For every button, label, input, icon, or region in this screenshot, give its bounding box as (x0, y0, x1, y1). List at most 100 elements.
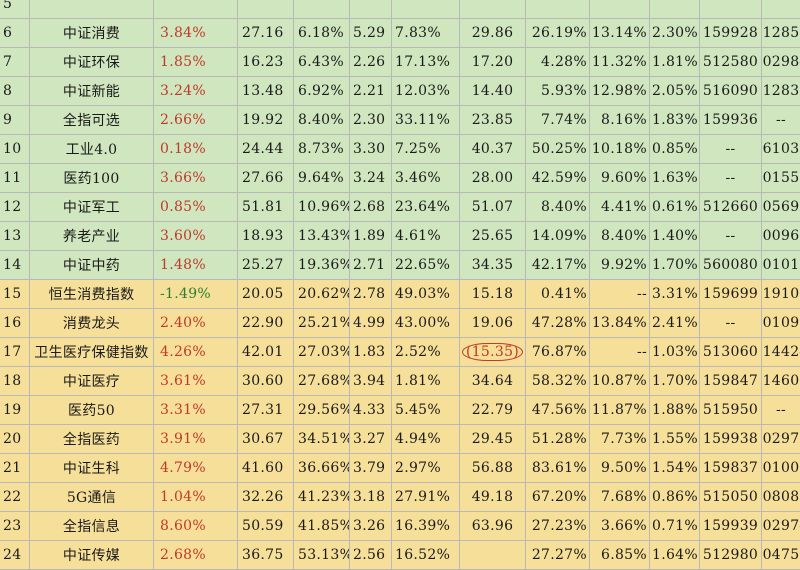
table-row: 13 养老产业 3.60% 18.93 13.43% 1.89 4.61% 25.65 14.0… (0, 222, 800, 251)
table-row: 8 中证新能 3.24% 13.48 6.92% 2.21 12.03% 14.40 5.93%… (0, 77, 800, 106)
cell-dividend-yield: 2.05% (650, 77, 700, 105)
cell-fund-code: 012831 (762, 83, 800, 99)
cell-pe-value: 32.26 (238, 483, 294, 511)
cell-index-name: 中证环保 (30, 48, 154, 76)
cell-fund-code: 001551 (762, 170, 800, 186)
cell-metric-8: 27.27% (526, 541, 590, 569)
cell-dividend-yield: 2.41% (650, 309, 700, 337)
cell-pb-value: 3.30 (350, 135, 392, 163)
cell-daily-change: 3.84% (154, 19, 238, 47)
cell-pe-value: 27.16 (238, 19, 294, 47)
cell-metric-9: 6.85% (590, 541, 650, 569)
cell-pe-value: 16.23 (238, 48, 294, 76)
cell-etf-code: -- (700, 164, 762, 192)
cell-pb-value: 2.56 (350, 541, 392, 569)
cell-metric-8: 27.23% (526, 512, 590, 540)
cell-metric-7: 25.65 (460, 222, 526, 250)
table-row: 10 工业4.0 0.18% 24.44 8.73% 3.30 7.25% 40.37 50.2… (0, 135, 800, 164)
cell-metric-7: 15.18 (460, 280, 526, 308)
cell-dividend-yield: 1.55% (650, 425, 700, 453)
cell-pe-percentile: 8.73% (294, 135, 350, 163)
cell-metric-9: 11.87% (590, 396, 650, 424)
cell-index-name: 中证中药 (30, 251, 154, 279)
cell-metric-7: 19.06 (460, 309, 526, 337)
cell-metric-9: 7.68% (590, 483, 650, 511)
cell-metric-9: 9.50% (590, 454, 650, 482)
cell-etf-code: 513060 (700, 338, 762, 366)
cell-index-name: 卫生医疗保健指数 (30, 338, 154, 366)
cell-metric-9: 13.14% (590, 19, 650, 47)
cell-dividend-yield: 0.85% (650, 135, 700, 163)
cell-etf-code: -- (700, 222, 762, 250)
cell-pe-percentile: 53.13% (294, 541, 350, 569)
cell-pb-percentile: 12.03% (392, 77, 460, 105)
cell-index-name: 中证生科 (30, 454, 154, 482)
cell-daily-change: -1.49% (154, 280, 238, 308)
cell-pb-percentile: 16.52% (392, 541, 460, 569)
table-row: 21 中证生科 4.79% 41.60 36.66% 3.79 2.97% 56.88 83.6… (0, 454, 800, 483)
cell-row-number: 7 (0, 48, 30, 76)
cell-pe-value: 22.90 (238, 309, 294, 337)
cell-fund-code: 002984 (762, 54, 800, 70)
cell-row-number: 23 (0, 512, 30, 540)
cell-pe-value: 25.27 (238, 251, 294, 279)
cell-etf-code: 516090 (700, 77, 762, 105)
cell-row-number: 11 (0, 164, 30, 192)
table-row: 19 医药50 3.31% 27.31 29.56% 4.33 5.45% 22.79 47.5… (0, 396, 800, 425)
cell-fund-code: 000968 (762, 228, 800, 244)
cell-pe-percentile: 36.66% (294, 454, 350, 482)
cell-fund-code: 004752 (762, 547, 800, 563)
cell-fund-code: 012857 (762, 25, 800, 41)
cell-metric-7 (460, 541, 526, 569)
cell-row-number: 12 (0, 193, 30, 221)
cell-metric-7 (460, 0, 526, 18)
cell-row-number: 15 (0, 280, 30, 308)
cell-pb-value: 3.18 (350, 483, 392, 511)
cell-pe-value: 24.44 (238, 135, 294, 163)
cell-pb-percentile: 4.94% (392, 425, 460, 453)
cell-daily-change: 3.61% (154, 367, 238, 395)
cell-dividend-yield: 1.70% (650, 367, 700, 395)
cell-etf-code: 159699 (700, 280, 762, 308)
cell-daily-change: 2.68% (154, 541, 238, 569)
cell-row-number: 10 (0, 135, 30, 163)
cell-pb-value: 2.68 (350, 193, 392, 221)
cell-pe-percentile: 41.23% (294, 483, 350, 511)
cell-daily-change: 3.60% (154, 222, 238, 250)
cell-metric-9: 9.60% (590, 164, 650, 192)
cell-metric-8: 67.20% (526, 483, 590, 511)
table-row: 6 中证消费 3.84% 27.16 6.18% 5.29 7.83% 29.86 26.19%… (0, 19, 800, 48)
cell-metric-7: 28.00 (460, 164, 526, 192)
table-row: 9 全指可选 2.66% 19.92 8.40% 2.30 33.11% 23.85 7.74%… (0, 106, 800, 135)
cell-pb-value (350, 0, 392, 18)
cell-metric-7: 23.85 (460, 106, 526, 134)
cell-metric-7: 40.37 (460, 135, 526, 163)
cell-etf-code: 512980 (700, 541, 762, 569)
cell-daily-change: 1.04% (154, 483, 238, 511)
cell-pe-value: 30.67 (238, 425, 294, 453)
cell-daily-change: 1.48% (154, 251, 238, 279)
cell-row-number: 18 (0, 367, 30, 395)
cell-pb-percentile: 49.03% (392, 280, 460, 308)
cell-dividend-yield (650, 0, 700, 18)
cell-dividend-yield: 0.71% (650, 512, 700, 540)
cell-etf-code: 159939 (700, 512, 762, 540)
cell-dividend-yield: 1.64% (650, 541, 700, 569)
cell-dividend-yield: 1.03% (650, 338, 700, 366)
cell-metric-8: 83.61% (526, 454, 590, 482)
cell-index-name: 中证新能 (30, 77, 154, 105)
cell-metric-7: (15.35) (460, 338, 526, 366)
cell-index-name: 全指信息 (30, 512, 154, 540)
cell-pb-percentile: 3.46% (392, 164, 460, 192)
cell-metric-8: 8.40% (526, 193, 590, 221)
cell-daily-change: 0.85% (154, 193, 238, 221)
cell-index-name: 中证军工 (30, 193, 154, 221)
cell-pe-percentile: 10.96% (294, 193, 350, 221)
cell-pb-percentile: 2.52% (392, 338, 460, 366)
cell-daily-change (154, 0, 238, 18)
cell-etf-code: 515950 (700, 396, 762, 424)
cell-metric-9: 7.73% (590, 425, 650, 453)
cell-metric-8: 26.19% (526, 19, 590, 47)
cell-index-name: 5G通信 (30, 483, 154, 511)
cell-daily-change: 3.24% (154, 77, 238, 105)
